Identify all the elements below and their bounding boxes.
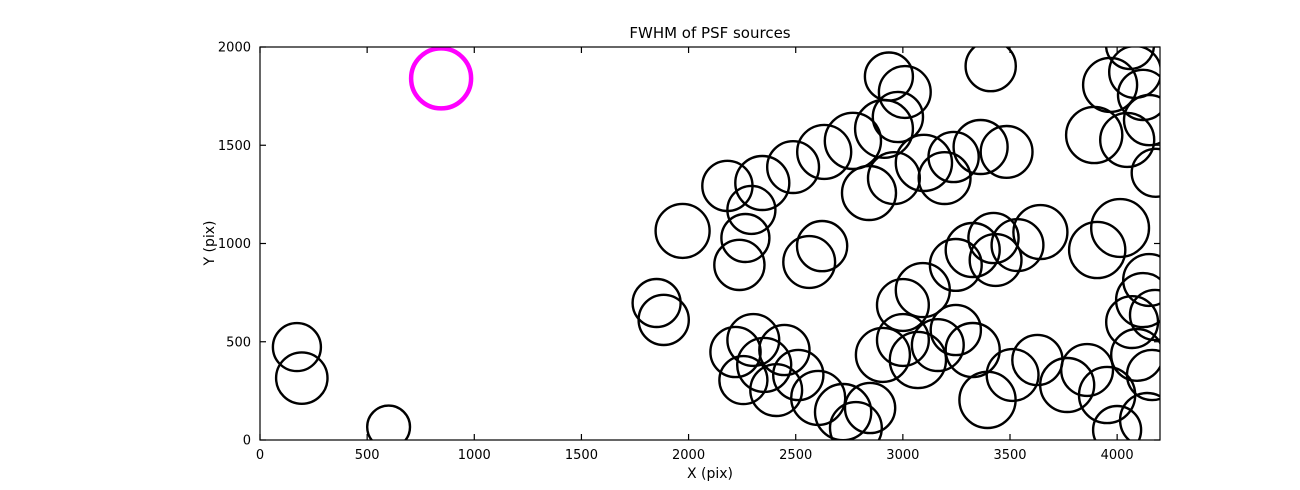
psf-circle: [758, 323, 811, 377]
psf-circle: [967, 211, 1020, 265]
psf-circle: [274, 351, 329, 405]
psf-circle: [875, 312, 930, 368]
x-tick-label: 1500: [565, 448, 598, 463]
x-tick-label: 2500: [779, 448, 812, 463]
psf-circle: [871, 90, 925, 144]
psf-circle: [843, 381, 897, 435]
y-tick-label: 0: [243, 434, 251, 449]
psf-circle: [990, 218, 1045, 273]
psf-circle: [875, 277, 930, 333]
psf-circle: [795, 219, 849, 273]
psf-circle: [929, 303, 983, 357]
x-tick-label: 2000: [672, 448, 705, 463]
psf-circle: [1038, 356, 1096, 414]
x-tick-label: 1000: [458, 448, 491, 463]
psf-circle: [1128, 288, 1160, 342]
psf-circle: [734, 154, 791, 212]
x-tick-label: 3000: [886, 448, 919, 463]
psf-circle: [952, 118, 1009, 176]
psf-circle: [796, 123, 853, 181]
psf-circle: [1067, 220, 1127, 280]
psf-circle: [840, 164, 898, 222]
y-tick-label: 1500: [218, 139, 251, 154]
psf-circle: [271, 321, 323, 373]
psf-circle: [866, 151, 921, 206]
psf-circle: [1089, 197, 1151, 259]
psf-circle: [1059, 342, 1115, 398]
psf-circle: [968, 232, 1023, 288]
psf-circle: [964, 47, 1017, 93]
chart-title: FWHM of PSF sources: [629, 24, 790, 42]
psf-circle: [1104, 47, 1156, 71]
y-axis-label: Y (pix): [202, 221, 218, 267]
psf-circle: [718, 354, 769, 406]
ticks-layer: [259, 46, 1160, 441]
psf-circle: [1116, 68, 1160, 122]
psf-circle: [1091, 404, 1143, 440]
x-tick-label: 3500: [993, 448, 1026, 463]
psf-circle: [894, 133, 954, 193]
y-tick-label: 500: [226, 335, 251, 350]
psf-circle: [366, 404, 412, 440]
psf-circle: [1110, 327, 1160, 382]
psf-circle: [1122, 252, 1160, 308]
psf-circle: [720, 212, 771, 264]
psf-circle: [813, 382, 873, 440]
psf-circle: [713, 238, 766, 292]
tick-labels-layer: 0 500 1000 1500 2000 2500 3000 3500 4000 0 500 1000…: [218, 41, 1134, 464]
psf-circle: [944, 221, 1001, 279]
psf-circle: [637, 293, 691, 347]
psf-circle: [1130, 147, 1160, 198]
psf-circle: [979, 124, 1034, 179]
x-tick-label: 500: [355, 448, 380, 463]
y-tick-label: 1000: [218, 237, 251, 252]
psf-circle: [1122, 93, 1160, 147]
psf-circle: [828, 400, 883, 440]
psf-circle: [726, 312, 781, 368]
x-tick-label: 0: [256, 448, 264, 463]
psf-circle: [917, 151, 972, 206]
psf-circle: [782, 234, 837, 290]
psf-circle: [823, 111, 883, 171]
psf-circle: [863, 51, 915, 102]
psf-circle: [1118, 391, 1160, 440]
x-tick-label: 4000: [1101, 448, 1134, 463]
psf-circle: [1104, 295, 1160, 350]
psf-circle: [985, 347, 1040, 403]
psf-circle: [765, 140, 821, 195]
y-tick-label: 2000: [218, 41, 251, 56]
psf-circle: [1098, 111, 1156, 169]
psf-circle: [726, 184, 777, 236]
psf-circle: [1125, 348, 1160, 402]
psf-circle: [1114, 271, 1160, 329]
psf-circle: [910, 318, 965, 373]
psf-circle: [888, 330, 948, 390]
psf-circle: [928, 237, 983, 292]
scatter-circles-layer: [271, 47, 1160, 440]
x-axis-label: X (pix): [687, 466, 733, 482]
psf-circle: [772, 348, 825, 402]
psf-circle: [877, 64, 932, 120]
highlighted-psf-circle: [408, 47, 474, 111]
psf-circle: [709, 325, 762, 379]
psf-circle: [1064, 105, 1124, 165]
psf-circle: [854, 326, 912, 384]
psf-circle: [654, 202, 711, 260]
psf-circle: [927, 130, 980, 184]
